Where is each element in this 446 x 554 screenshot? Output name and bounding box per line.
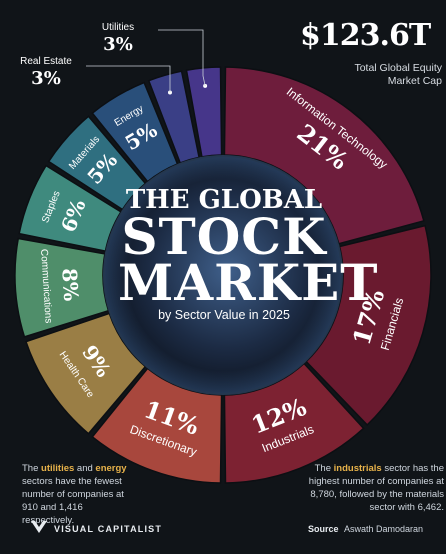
total-market-cap-label: Total Global Equity Market Cap	[354, 62, 442, 87]
note-right-highlight-industrials: industrials	[333, 463, 382, 474]
chart-title: THE GLOBAL STOCK MARKET by Sector Value …	[118, 185, 379, 322]
source-value: Aswath Damodaran	[344, 524, 424, 534]
total-market-cap-value: $123.6T	[300, 18, 431, 53]
note-right-post: sector has the highest number of compani…	[308, 463, 444, 513]
slice-value-real-estate: 3%	[31, 68, 61, 89]
title-line-1: THE GLOBAL	[125, 185, 323, 215]
donut-slices	[14, 66, 432, 484]
note-right-pre: The	[314, 463, 334, 474]
slice-name-utilities: Utilities	[102, 22, 134, 33]
note-left-highlight-energy: energy	[95, 463, 127, 474]
slice-name-communications: Communications	[38, 249, 54, 324]
note-left-pre: The	[22, 463, 42, 474]
slice-name-real-estate: Real Estate	[20, 56, 72, 67]
slice-staples	[18, 164, 122, 252]
slice-value-utilities: 3%	[103, 34, 133, 55]
source-label: Source	[308, 524, 339, 534]
slice-label-group-communications: Communications 8%	[38, 249, 83, 324]
slice-health-care	[25, 312, 147, 435]
title-line-3: MARKET	[118, 253, 379, 312]
utilities-energy-note: The utilities and energy sectors have th…	[22, 462, 132, 527]
slice-value-communications: 8%	[57, 267, 83, 301]
globe-glow	[103, 155, 343, 395]
callout-line-real-estate	[86, 65, 171, 93]
industrials-note: The industrials sector has the highest n…	[298, 462, 444, 514]
callout-line-utilities	[158, 29, 206, 86]
title-line-2: STOCK	[121, 207, 327, 266]
note-left-post: sectors have the fewest number of compan…	[22, 476, 124, 526]
visual-capitalist-logo-icon	[31, 521, 47, 533]
note-left-highlight-utilities: utilities	[41, 463, 75, 474]
chart-subtitle: by Sector Value in 2025	[158, 308, 290, 322]
note-left-mid: and	[74, 463, 96, 474]
brand-name: VISUAL CAPITALIST	[54, 524, 163, 534]
